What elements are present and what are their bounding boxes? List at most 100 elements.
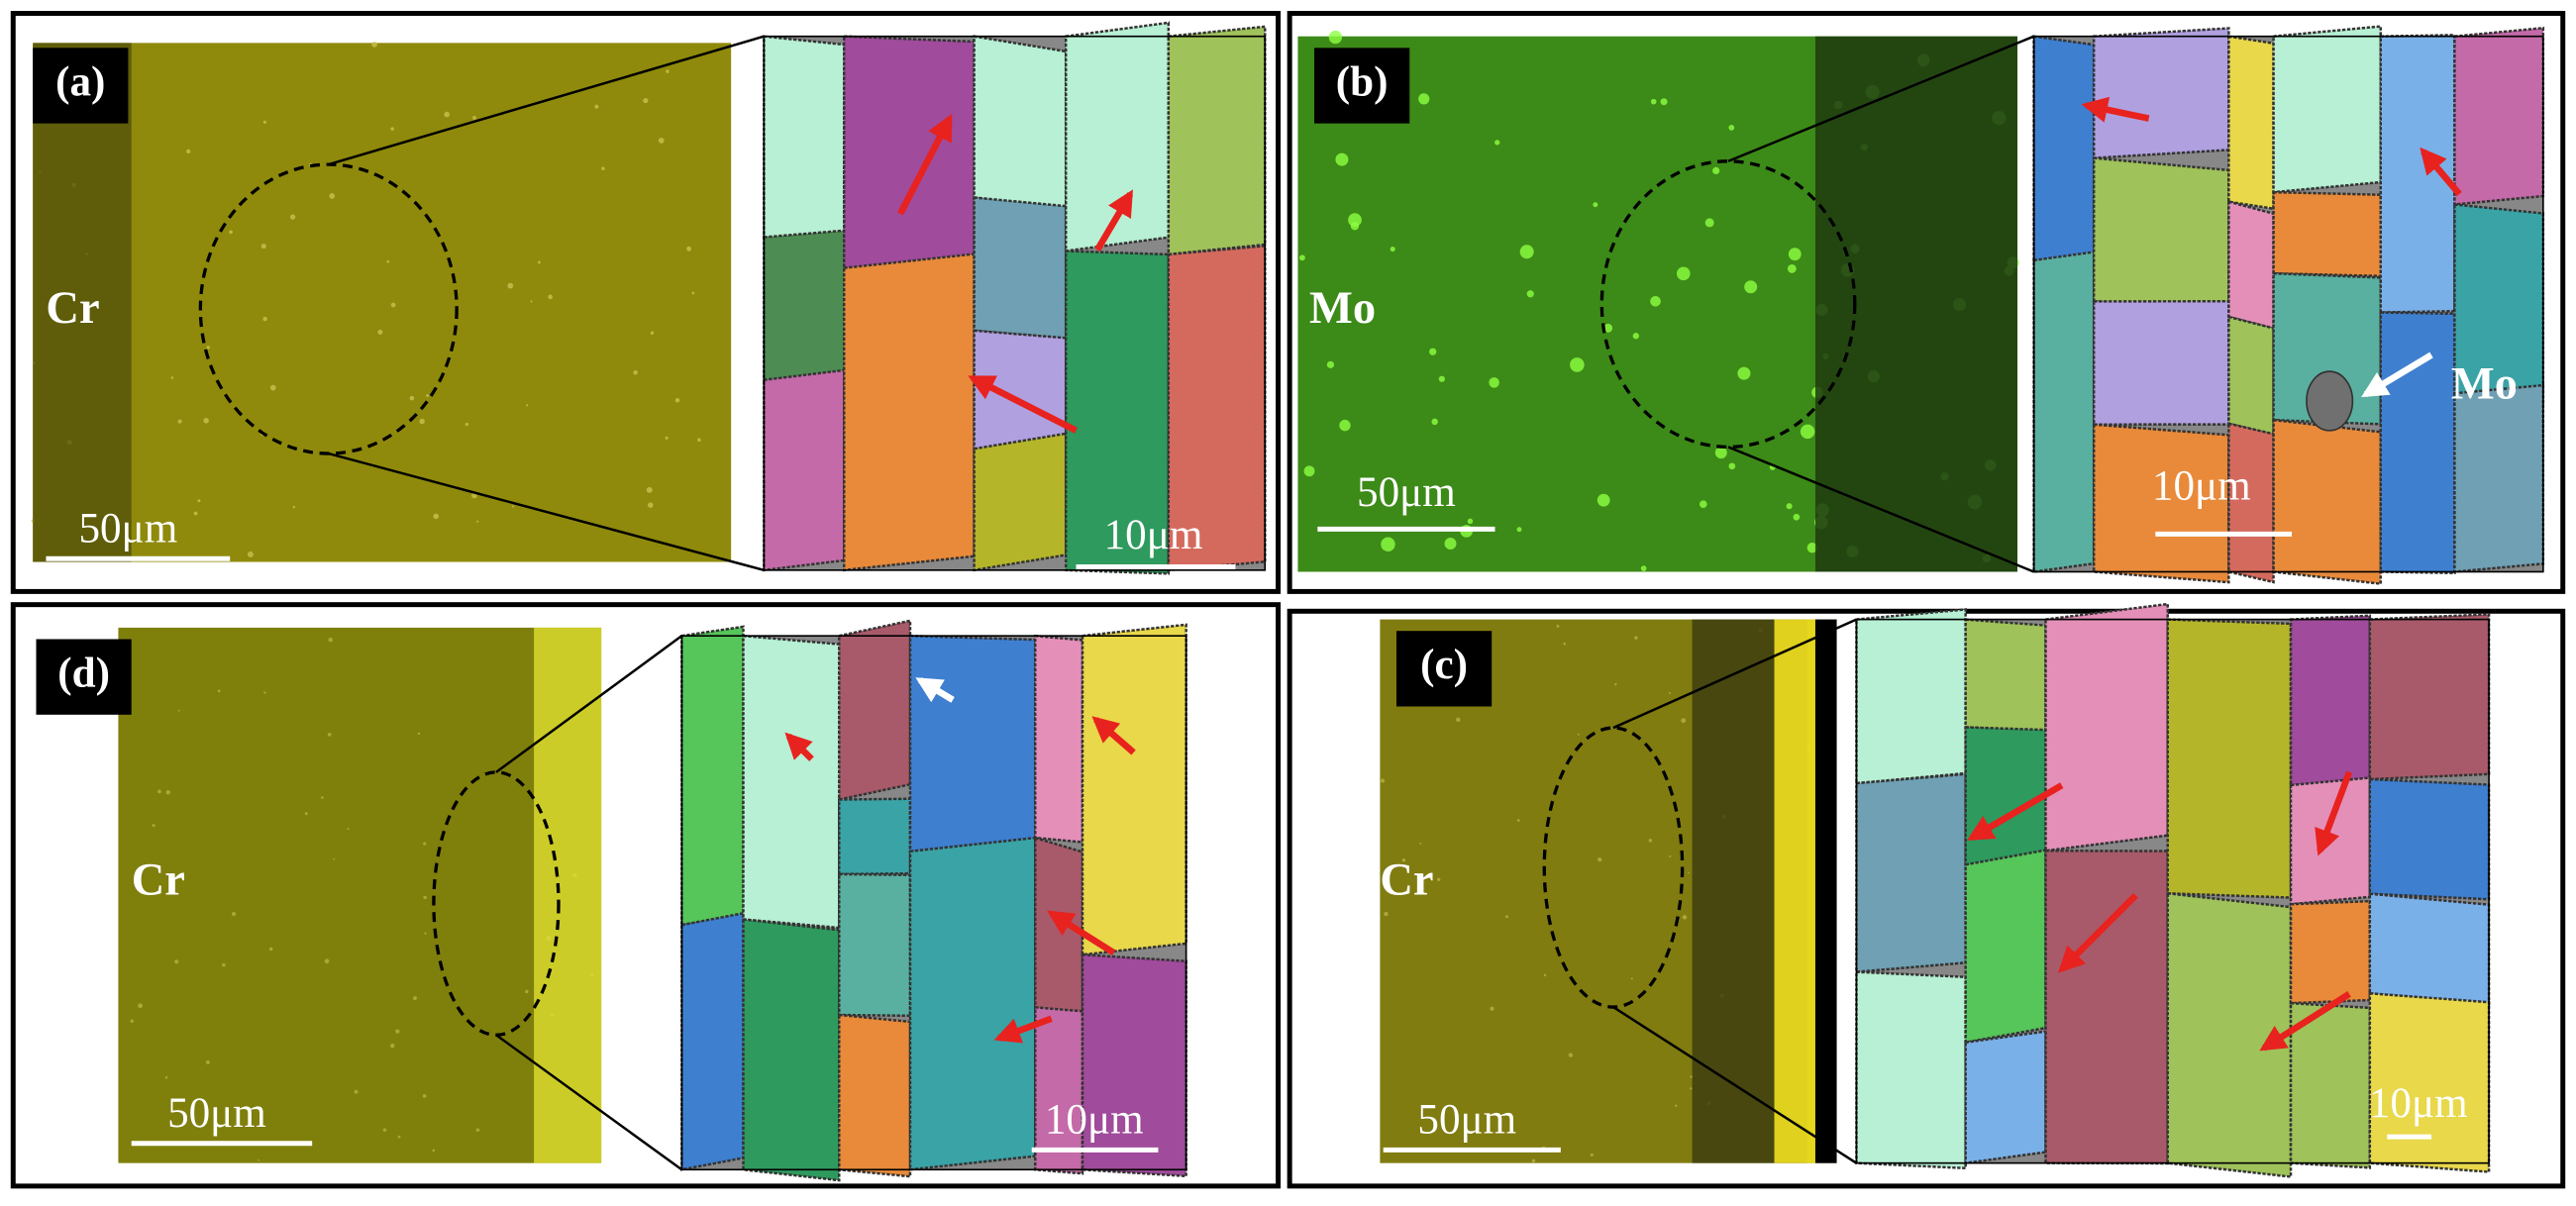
- grain: [2044, 602, 2169, 853]
- sem-feature: [354, 1089, 359, 1094]
- sem-feature: [263, 691, 266, 694]
- arrow: [2081, 96, 2150, 123]
- sem-feature: [633, 370, 638, 375]
- grain: [1081, 953, 1187, 1178]
- sem-feature: [1650, 98, 1657, 105]
- sem-feature: [321, 796, 324, 799]
- sem-feature: [390, 1043, 395, 1049]
- grain: [2289, 614, 2372, 787]
- sem-feature: [1699, 500, 1707, 509]
- panel-label: (b): [1336, 58, 1389, 105]
- arrow: [897, 113, 953, 216]
- sem-feature: [1335, 152, 1349, 166]
- grain: [2368, 892, 2491, 1006]
- sem-feature: [1494, 140, 1500, 146]
- sem-feature: [1688, 871, 1690, 874]
- sem-feature: [390, 302, 396, 308]
- scale-text: 50μm: [167, 1090, 266, 1137]
- element-label: Cr: [1380, 854, 1433, 905]
- grain: [2227, 422, 2275, 584]
- sem-edge: [1814, 36, 2018, 572]
- grain: [2453, 26, 2545, 206]
- grain: [908, 836, 1037, 1171]
- grain: [838, 872, 912, 1018]
- grain: [838, 1013, 912, 1178]
- grain: [838, 619, 912, 802]
- sem-feature: [1326, 360, 1335, 368]
- grain: [2289, 776, 2372, 906]
- sem-feature: [258, 1158, 260, 1161]
- sem-feature: [1793, 513, 1801, 521]
- grain: [2166, 891, 2293, 1178]
- sem-feature: [594, 104, 599, 109]
- sem-feature: [269, 384, 276, 391]
- particle: [2306, 370, 2354, 432]
- sem-feature: [666, 69, 670, 73]
- sem-feature: [164, 1075, 168, 1079]
- sem-feature: [417, 732, 421, 736]
- sem-feature: [1543, 973, 1547, 977]
- element-label: Mo: [2451, 358, 2518, 409]
- sem-edge: [534, 627, 602, 1163]
- grain: [1855, 772, 1967, 973]
- grain: [1964, 849, 2047, 1045]
- sem-feature: [526, 404, 529, 407]
- zoom-line: [1612, 618, 1857, 730]
- sem-feature: [423, 895, 427, 900]
- sem-feature: [268, 947, 273, 952]
- sem-feature: [419, 418, 425, 425]
- grain: [2272, 190, 2383, 278]
- sem-feature: [1597, 857, 1602, 862]
- sem-feature: [1328, 30, 1343, 45]
- sem-feature: [643, 97, 649, 104]
- sem-feature: [1516, 527, 1522, 533]
- sem-feature: [1437, 877, 1441, 881]
- sem-feature: [432, 1149, 436, 1153]
- sem-feature: [138, 1003, 144, 1009]
- sem-feature: [646, 486, 653, 493]
- sem-feature: [1504, 915, 1508, 919]
- grain: [1081, 623, 1187, 956]
- sem-feature: [1384, 911, 1389, 917]
- grain: [742, 918, 841, 1182]
- sem-feature: [1519, 245, 1534, 259]
- grain: [2289, 1001, 2372, 1169]
- arrow: [2315, 770, 2353, 856]
- grain: [2368, 991, 2491, 1173]
- sem-feature: [1489, 377, 1499, 388]
- scale-text: 10μm: [2152, 462, 2251, 509]
- sem-feature: [1390, 246, 1395, 252]
- zoom-line: [495, 1034, 683, 1171]
- sem-feature: [1714, 447, 1727, 459]
- grain: [742, 634, 841, 930]
- grain: [1064, 250, 1171, 575]
- scale-text: 50μm: [1417, 1097, 1516, 1144]
- arrow: [915, 677, 955, 703]
- sem-feature: [697, 438, 701, 443]
- sem-feature: [1728, 125, 1735, 131]
- sem-feature: [548, 294, 554, 300]
- sem-feature: [177, 419, 182, 424]
- grain: [1964, 726, 2047, 869]
- grain: [2227, 200, 2275, 331]
- zoom-line: [1727, 446, 2035, 573]
- panel-frame: [10, 11, 1282, 594]
- ebsd-border: [680, 635, 1187, 1171]
- grain: [2453, 383, 2545, 573]
- label-box: [1395, 631, 1493, 707]
- sem-feature: [329, 193, 336, 199]
- sem-feature: [205, 1059, 210, 1064]
- grain: [2227, 315, 2275, 437]
- panel-label: (c): [1420, 642, 1468, 688]
- scale-text: 10μm: [2369, 1080, 2468, 1127]
- grain: [763, 229, 846, 382]
- element-label: Cr: [46, 283, 99, 334]
- sem-feature: [371, 42, 377, 48]
- sem-feature: [674, 397, 680, 403]
- grain: [973, 35, 1068, 215]
- sem-feature: [289, 214, 296, 220]
- sem-feature: [1640, 565, 1647, 572]
- grain: [2092, 300, 2230, 426]
- sem-edge: [1814, 619, 1837, 1163]
- sem-image: [33, 43, 732, 562]
